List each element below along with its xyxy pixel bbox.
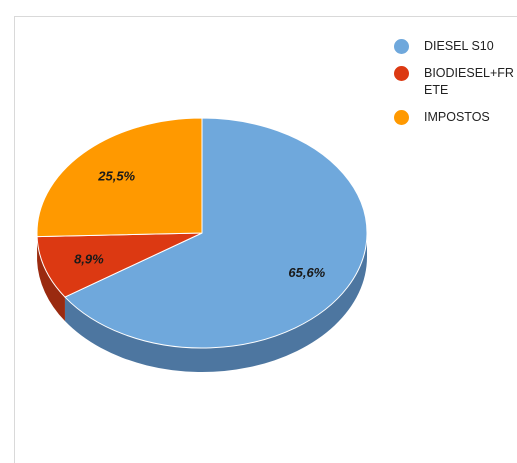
legend-swatch-diesel-s10	[394, 39, 409, 54]
legend-swatch-biodiesel-frete	[394, 66, 409, 81]
data-label-biodiesel-frete: 8,9%	[74, 251, 104, 266]
data-label-impostos: 25,5%	[97, 168, 135, 183]
pie-slice-diesel-s10[interactable]	[64, 117, 368, 349]
legend-label-impostos: IMPOSTOS	[424, 110, 490, 124]
legend-label-biodiesel-frete: BIODIESEL+FRETE	[424, 66, 514, 97]
chart-legend: DIESEL S10 BIODIESEL+FRETE IMPOSTOS	[394, 38, 514, 136]
pie-data-labels: 65,6% 8,9% 25,5%	[74, 168, 326, 280]
legend-item-diesel-s10[interactable]: DIESEL S10	[394, 38, 514, 55]
pie-side-biodiesel-frete	[37, 236, 65, 322]
pie-slice-impostos[interactable]	[36, 117, 203, 238]
pie-slice-biodiesel-frete[interactable]	[36, 232, 203, 298]
legend-item-impostos[interactable]: IMPOSTOS	[394, 109, 514, 126]
data-label-diesel-s10: 65,6%	[288, 265, 325, 280]
legend-item-biodiesel-frete[interactable]: BIODIESEL+FRETE	[394, 65, 514, 99]
pie-slices	[36, 117, 368, 349]
legend-swatch-impostos	[394, 110, 409, 125]
legend-label-diesel-s10: DIESEL S10	[424, 39, 494, 53]
pie-side-diesel-s10	[64, 233, 367, 373]
